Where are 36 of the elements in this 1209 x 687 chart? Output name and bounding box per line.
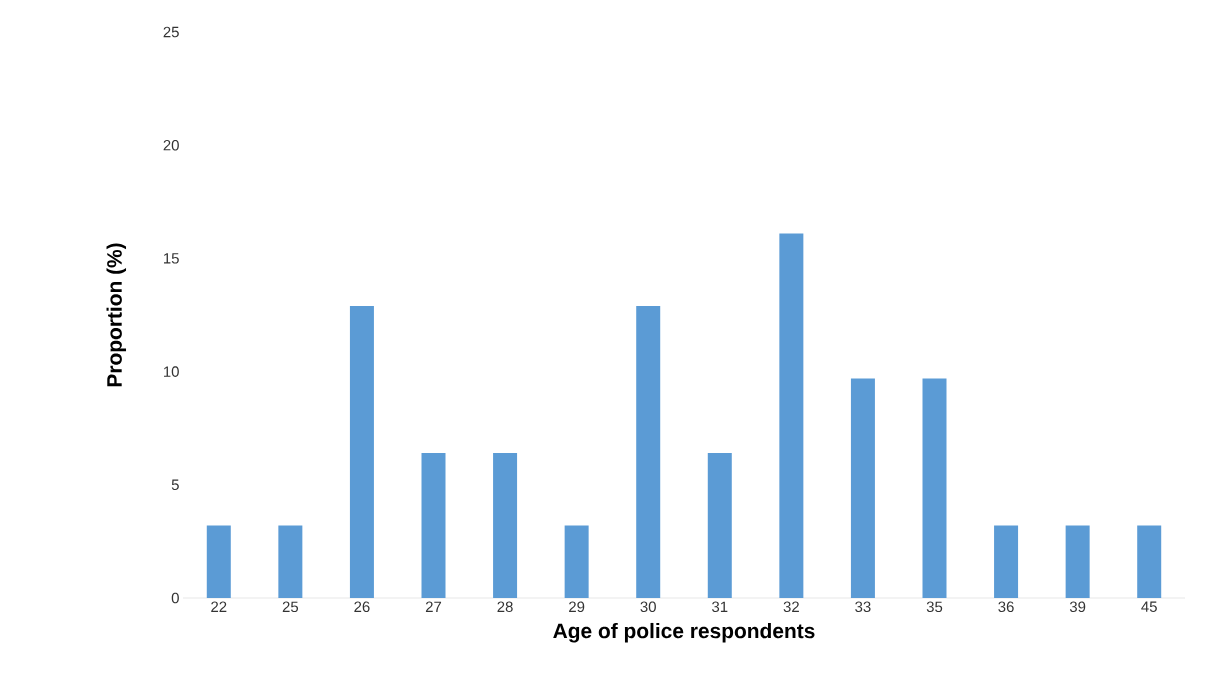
bar <box>421 453 446 598</box>
y-axis-title: Proportion (%) <box>106 243 127 387</box>
y-tick-label: 25 <box>163 26 179 38</box>
x-tick-label: 32 <box>783 601 799 613</box>
bar <box>994 525 1019 598</box>
x-tick-label: 29 <box>569 601 585 613</box>
bar <box>493 453 518 598</box>
bar <box>779 233 804 598</box>
bar <box>922 378 947 598</box>
x-tick-label: 26 <box>354 601 370 613</box>
x-tick-label: 45 <box>1141 601 1157 612</box>
x-tick-label: 33 <box>855 601 871 613</box>
x-tick-label: 25 <box>282 601 299 613</box>
y-tick-label: 0 <box>171 592 179 604</box>
x-tick-label: 36 <box>998 601 1014 613</box>
x-tick-label: 30 <box>640 601 656 613</box>
y-tick-label: 15 <box>164 253 179 264</box>
y-tick-label: 20 <box>163 139 179 151</box>
bar <box>850 378 875 598</box>
x-tick-label: 27 <box>425 601 442 612</box>
bar <box>707 453 732 598</box>
x-tick-label: 28 <box>497 601 513 613</box>
bar <box>564 525 589 598</box>
bar <box>1137 525 1162 598</box>
y-tick-label: 10 <box>164 366 179 377</box>
bar <box>1065 525 1090 598</box>
y-tick-label: 5 <box>171 479 179 491</box>
x-tick-label: 35 <box>926 601 943 613</box>
bar <box>206 525 231 598</box>
x-axis-title: Age of police respondents <box>553 622 815 643</box>
x-tick-label: 22 <box>211 601 227 612</box>
x-tick-label: 39 <box>1069 601 1086 613</box>
x-tick-label: 31 <box>712 601 728 613</box>
bar <box>278 525 303 598</box>
bar <box>636 305 661 598</box>
bar <box>349 305 374 598</box>
